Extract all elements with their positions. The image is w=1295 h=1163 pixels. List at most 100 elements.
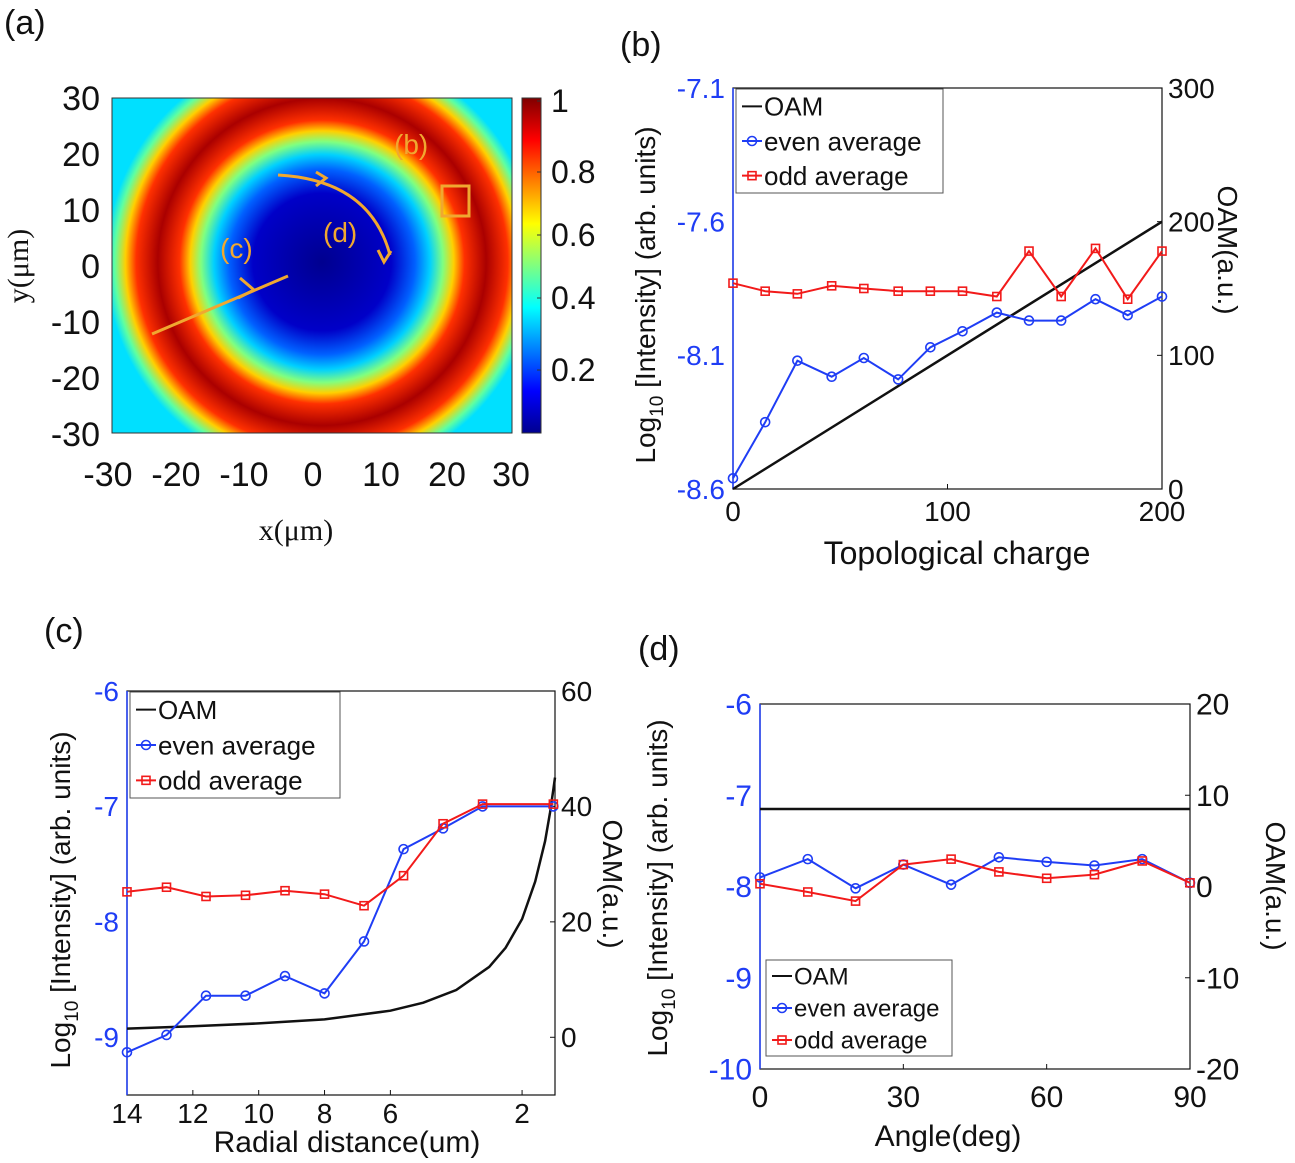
y2-tick-label: -20 — [1196, 1054, 1239, 1087]
x-tick-label: -30 — [83, 456, 132, 494]
even-average-point — [1122, 309, 1133, 321]
odd-average-line — [126, 803, 554, 907]
y-tick-label: -8.6 — [677, 474, 725, 505]
even-average-point — [1023, 315, 1035, 326]
panel-a-label: (a) — [4, 4, 46, 42]
x-tick-label: 30 — [492, 456, 530, 494]
x-tick-label: 0 — [304, 456, 323, 494]
odd-average-point — [161, 882, 172, 893]
odd-average-point — [859, 283, 869, 294]
y-tick-label: -6 — [94, 676, 119, 707]
even-average-point — [858, 352, 870, 364]
heatmap — [112, 98, 512, 433]
y2-axis-label: OAM(a.u.) — [597, 819, 628, 948]
y2-tick-label: 20 — [1196, 689, 1229, 722]
colorbar-tick-label: 1 — [551, 83, 569, 119]
even-average-point — [759, 416, 771, 428]
x-tick-label: -10 — [219, 456, 268, 494]
panel-d-label: (d) — [638, 630, 680, 668]
even-average-point — [121, 1046, 133, 1058]
x-tick-label: 0 — [752, 1081, 769, 1114]
legend-label: odd average — [158, 766, 303, 796]
legend-marker — [776, 1002, 788, 1014]
y2-tick-label: 300 — [1168, 73, 1215, 104]
annotation-label-c: (c) — [220, 233, 253, 264]
even-average-point — [792, 355, 803, 366]
x-tick-label: 60 — [1030, 1081, 1063, 1114]
odd-average-point — [438, 818, 448, 829]
y-tick-label: -9 — [725, 962, 752, 995]
even-average-point — [398, 843, 409, 855]
odd-average-point — [1024, 246, 1034, 256]
even-average-point — [826, 371, 837, 383]
colorbar — [521, 97, 542, 434]
odd-average-point — [994, 867, 1004, 877]
annotation-box-b — [440, 184, 471, 218]
x-tick-label: 10 — [362, 456, 400, 494]
panel-a: (a) (b) (c) (d) 1 0.8 0.6 0.4 0.2 -30 -20 -10 0… — [2, 4, 595, 547]
y-axis-label: Log10 [Intensity] (arb. units) — [630, 126, 668, 463]
annotations — [151, 170, 471, 336]
x-tick-label: 20 — [428, 456, 466, 494]
y2-axis-label: OAM(a.u.) — [1212, 185, 1243, 314]
even-average-line — [126, 805, 554, 1054]
legend: OAM even average odd average — [765, 959, 953, 1057]
odd-average-point — [1157, 246, 1167, 256]
legend-label: OAM — [794, 964, 849, 991]
panel-d: (d) Log10 [Intensity] (arb. units) OAM(a… — [638, 630, 1291, 1153]
legend-marker — [746, 135, 758, 147]
odd-average-point — [359, 900, 369, 911]
odd-average-point — [1041, 873, 1052, 884]
y-tick-label: 30 — [62, 80, 100, 118]
y-tick-label: 20 — [62, 136, 100, 174]
legend: OAM even average odd average — [129, 691, 341, 799]
odd-average-point — [1122, 294, 1133, 304]
odd-average-point — [1185, 878, 1195, 888]
x-tick-label: -20 — [151, 456, 200, 494]
annotation-arrow-d-right — [376, 249, 393, 266]
odd-average-point — [548, 799, 559, 809]
legend-marker — [747, 170, 757, 181]
odd-average-point — [1056, 291, 1066, 302]
odd-average-point — [201, 891, 211, 902]
y-tick-label: -9 — [94, 1022, 119, 1053]
annotation-line-c — [151, 274, 289, 336]
oam-curve — [126, 777, 557, 1030]
odd-average-point — [728, 278, 738, 288]
x-tick-label: 14 — [111, 1098, 142, 1129]
odd-average-point — [755, 878, 765, 889]
y2-tick-label: 10 — [1196, 780, 1229, 813]
odd-average-line — [732, 246, 1163, 301]
odd-average-point — [893, 286, 903, 296]
odd-average-point — [319, 889, 330, 899]
odd-average-line — [759, 858, 1191, 903]
odd-average-point — [240, 890, 251, 901]
y-tick-label: -8 — [94, 907, 119, 938]
even-average-line — [732, 295, 1163, 479]
even-average-point — [925, 342, 936, 353]
x-tick-label: 10 — [243, 1098, 274, 1129]
y-tick-label: -7 — [94, 791, 119, 822]
y-tick-labels: 30 20 10 0 -10 -20 -30 — [51, 80, 100, 454]
odd-average-point — [1137, 856, 1148, 866]
annotation-arc-d — [277, 173, 392, 256]
y-tick-label: -20 — [51, 360, 100, 398]
y2-tick-label: 60 — [561, 676, 592, 707]
odd-average-point — [898, 859, 909, 870]
odd-average-point — [826, 281, 837, 291]
x-axis-label: x(μm) — [259, 514, 333, 547]
x-tick-label: 0 — [725, 496, 741, 527]
panel-c: (c) Log10 [Intensity] (arb. units) OAM(a… — [44, 612, 628, 1159]
oam-line — [732, 220, 1163, 491]
y-tick-label: -7.6 — [677, 206, 725, 237]
panel-c-label: (c) — [44, 612, 84, 650]
y2-tick-label: 20 — [561, 907, 592, 938]
x-tick-label: 200 — [1139, 496, 1186, 527]
even-average-point — [945, 879, 957, 890]
x-tick-label: 2 — [514, 1098, 530, 1129]
y2-tick-label: 200 — [1168, 206, 1215, 237]
x-tick-label: 30 — [887, 1081, 920, 1114]
even-average-point — [358, 936, 370, 947]
x-tick-label: 6 — [383, 1098, 399, 1129]
